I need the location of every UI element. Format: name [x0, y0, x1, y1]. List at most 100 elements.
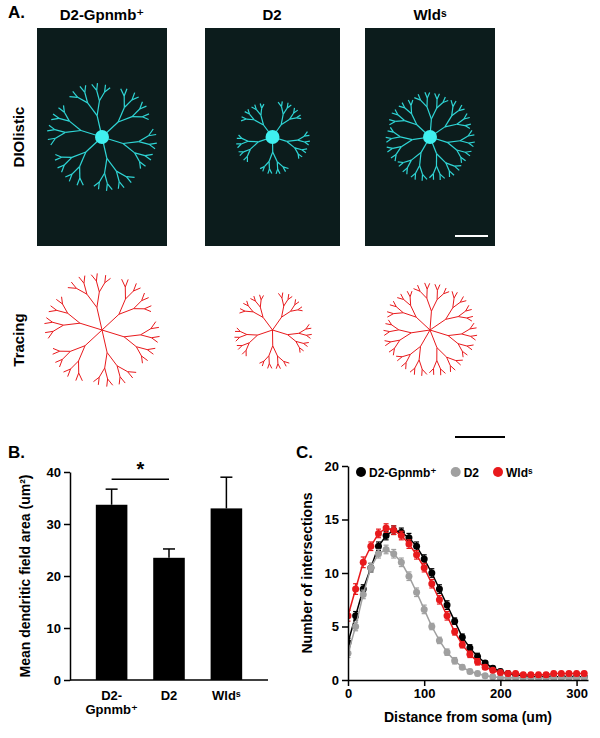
- error-cap: [384, 532, 389, 533]
- dendrite: [268, 356, 269, 364]
- dendrite: [416, 165, 420, 173]
- dendrite: [437, 294, 443, 300]
- error-bar: [452, 618, 457, 624]
- marker: [405, 573, 412, 580]
- dendrite: [277, 162, 283, 167]
- dendrite: [421, 330, 430, 346]
- dendrite: [431, 108, 436, 119]
- dendrite: [467, 316, 473, 318]
- dendrite: [71, 361, 79, 369]
- tick-mark: [342, 466, 348, 468]
- error-stem: [111, 489, 113, 505]
- y-axis: 010203040: [47, 465, 71, 688]
- tick: 100: [414, 680, 436, 701]
- dendrite: [65, 174, 72, 177]
- dendrite: [149, 135, 157, 136]
- marker: [421, 564, 428, 571]
- error-cap: [353, 583, 358, 584]
- marker: [505, 670, 512, 677]
- dendrite: [455, 166, 460, 170]
- legend-item: Wldˢ: [493, 466, 533, 480]
- marker: [550, 670, 557, 677]
- tick-mark: [64, 576, 70, 578]
- dendrite: [44, 322, 52, 323]
- dendrite: [142, 114, 149, 117]
- error-cap: [429, 579, 434, 580]
- dendrite: [72, 152, 86, 157]
- dendrite: [248, 306, 253, 312]
- dendrite: [467, 318, 472, 321]
- dendrite: [384, 330, 390, 331]
- dendrite: [94, 182, 99, 186]
- marker: [482, 664, 489, 671]
- dendrite: [440, 369, 441, 375]
- dendrite: [124, 335, 141, 337]
- dendrite: [99, 92, 104, 101]
- dendrite: [259, 361, 263, 363]
- tick-label: 30: [47, 517, 61, 532]
- error-cap: [361, 590, 366, 591]
- dendrite: [102, 314, 119, 330]
- dendrite: [434, 360, 437, 368]
- dendrite: [139, 136, 149, 142]
- error-bar: [220, 477, 232, 508]
- marker: [390, 527, 397, 534]
- marker: [558, 670, 565, 677]
- dendrite: [418, 285, 420, 291]
- dendrite: [273, 317, 282, 330]
- dendrite: [299, 348, 301, 353]
- tick: Wldˢ: [212, 688, 241, 703]
- dendrite: [106, 379, 108, 387]
- error-bar: [452, 658, 457, 664]
- dendrite: [298, 140, 305, 142]
- dendrite: [80, 86, 85, 92]
- error-bar: [475, 659, 480, 665]
- legend-marker: [493, 467, 503, 477]
- error-bar: [368, 563, 373, 572]
- dendrite: [395, 120, 404, 122]
- dendrite: [448, 336, 458, 344]
- dendrite: [431, 300, 437, 312]
- dendrite: [78, 361, 79, 373]
- dendrite: [450, 366, 451, 372]
- legend-item: D2-Gpnmb⁺: [356, 466, 437, 480]
- dendrite: [53, 348, 60, 351]
- dendrite: [296, 115, 300, 118]
- dendrite: [449, 171, 450, 177]
- dendrite: [465, 126, 470, 129]
- dendrite: [302, 150, 306, 153]
- marker: [512, 670, 519, 677]
- dendrite: [118, 182, 120, 189]
- marker: [390, 527, 397, 534]
- dendrite: [53, 325, 63, 331]
- dendrite: [151, 327, 159, 328]
- error-bar: [353, 622, 358, 631]
- error-bar: [384, 531, 389, 540]
- error-bar: [399, 531, 404, 540]
- error-stem: [226, 477, 228, 508]
- tick: 200: [490, 680, 512, 701]
- dendrite: [276, 169, 278, 174]
- marker: [482, 672, 489, 679]
- dendrite: [456, 360, 463, 361]
- tick: 15: [325, 512, 348, 527]
- dendrite: [48, 138, 56, 139]
- dendrite: [105, 278, 111, 282]
- dendrite: [402, 103, 405, 108]
- error-cap: [414, 596, 419, 597]
- dendrite: [391, 340, 400, 342]
- dendrite: [87, 294, 97, 307]
- dendrite: [133, 288, 140, 291]
- dendrite: [152, 336, 160, 337]
- dendrite: [65, 130, 81, 132]
- dendrite: [404, 299, 411, 305]
- dendrite: [394, 312, 404, 314]
- error-cap: [368, 571, 373, 572]
- marker: [367, 543, 374, 550]
- dendrite: [128, 372, 133, 378]
- annotation: *: [136, 458, 144, 480]
- marker: [383, 546, 390, 553]
- dendrite: [471, 335, 478, 336]
- tracing: [234, 293, 311, 369]
- error-cap: [445, 611, 450, 612]
